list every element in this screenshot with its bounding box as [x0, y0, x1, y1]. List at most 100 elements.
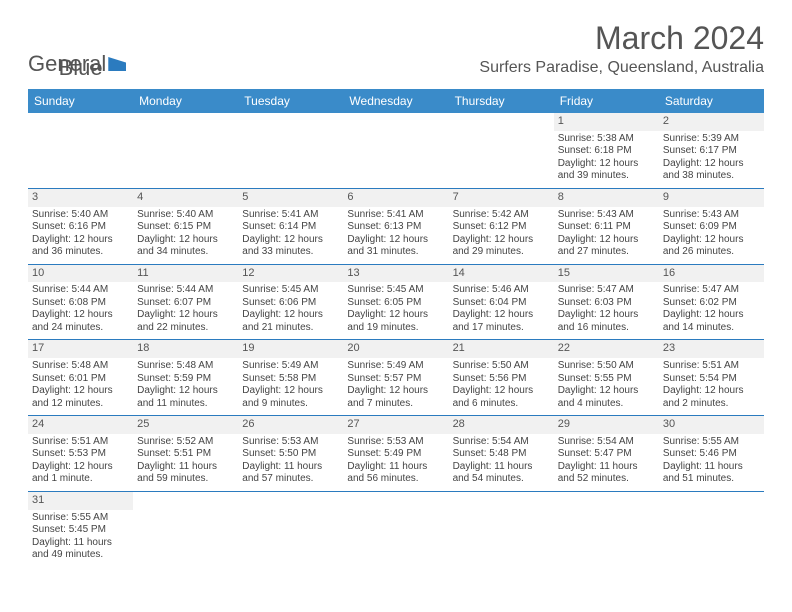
day-cell: 23 Sunrise: 5:51 AMSunset: 5:54 PMDayligh…	[659, 340, 764, 415]
day-number: 20	[343, 340, 448, 358]
day-cell: 14Sunrise: 5:46 AMSunset: 6:04 PMDayligh…	[449, 265, 554, 340]
day-info-line: and 4 minutes.	[558, 398, 655, 411]
day-info-line: Daylight: 12 hours	[32, 461, 129, 474]
day-cell: 22Sunrise: 5:50 AMSunset: 5:55 PMDayligh…	[554, 340, 659, 415]
day-info-line: Sunrise: 5:50 AM	[453, 360, 550, 373]
day-info-line: and 14 minutes.	[663, 322, 760, 335]
day-info-line: Daylight: 12 hours	[663, 385, 760, 398]
day-info-line: Sunset: 6:05 PM	[347, 297, 444, 310]
day-info-line: Sunrise: 5:46 AM	[453, 284, 550, 297]
day-info-line: Sunrise: 5:48 AM	[32, 360, 129, 373]
day-info-line: Sunset: 6:11 PM	[558, 221, 655, 234]
day-info-line: Sunrise: 5:53 AM	[347, 436, 444, 449]
day-info-line: Sunset: 5:46 PM	[663, 448, 760, 461]
day-info-line: Sunrise: 5:55 AM	[663, 436, 760, 449]
day-info-line: Sunrise: 5:38 AM	[558, 133, 655, 146]
day-info-line: Sunset: 5:48 PM	[453, 448, 550, 461]
day-number: 15	[554, 265, 659, 283]
day-number: 25	[133, 416, 238, 434]
day-info-line: Daylight: 12 hours	[32, 385, 129, 398]
day-number: 9	[659, 189, 764, 207]
day-info-line: Sunset: 6:02 PM	[663, 297, 760, 310]
day-number: 28	[449, 416, 554, 434]
day-info-line: Daylight: 11 hours	[663, 461, 760, 474]
day-info-line: and 52 minutes.	[558, 473, 655, 486]
day-info-line: Sunrise: 5:41 AM	[347, 209, 444, 222]
day-number: 11	[133, 265, 238, 283]
day-info-line: Sunset: 5:58 PM	[242, 373, 339, 386]
day-info-line: Sunset: 5:50 PM	[242, 448, 339, 461]
day-info-line: Sunrise: 5:41 AM	[242, 209, 339, 222]
day-info-line: Sunrise: 5:40 AM	[32, 209, 129, 222]
day-info-line: Sunset: 6:16 PM	[32, 221, 129, 234]
day-number: 16	[659, 265, 764, 283]
day-info-line: Daylight: 12 hours	[137, 234, 234, 247]
day-number: 22	[554, 340, 659, 358]
day-info-line: Sunrise: 5:42 AM	[453, 209, 550, 222]
day-info-line: Sunrise: 5:52 AM	[137, 436, 234, 449]
day-info-line: Daylight: 11 hours	[347, 461, 444, 474]
day-info-line: Daylight: 11 hours	[137, 461, 234, 474]
day-info-line: and 39 minutes.	[558, 170, 655, 183]
day-number: 5	[238, 189, 343, 207]
week-row: 1Sunrise: 5:38 AMSunset: 6:18 PMDaylight…	[28, 113, 764, 189]
day-info-line: Sunrise: 5:50 AM	[558, 360, 655, 373]
day-number: 26	[238, 416, 343, 434]
day-cell: 7Sunrise: 5:42 AMSunset: 6:12 PMDaylight…	[449, 189, 554, 264]
month-title: March 2024	[479, 20, 764, 57]
day-info-line: Daylight: 12 hours	[242, 385, 339, 398]
day-info-line: Sunset: 6:14 PM	[242, 221, 339, 234]
day-info-line: Sunset: 5:53 PM	[32, 448, 129, 461]
day-info-line: Sunrise: 5:49 AM	[347, 360, 444, 373]
day-info-line: Sunset: 6:04 PM	[453, 297, 550, 310]
weeks-container: 1Sunrise: 5:38 AMSunset: 6:18 PMDaylight…	[28, 113, 764, 567]
day-info-line: Daylight: 12 hours	[347, 385, 444, 398]
day-cell: 24Sunrise: 5:51 AMSunset: 5:53 PMDayligh…	[28, 416, 133, 491]
empty-cell	[554, 492, 659, 567]
day-info-line: Daylight: 12 hours	[32, 234, 129, 247]
day-info-line: Sunset: 5:51 PM	[137, 448, 234, 461]
day-info-line: Sunset: 6:07 PM	[137, 297, 234, 310]
day-number: 4	[133, 189, 238, 207]
day-info-line: Sunrise: 5:51 AM	[663, 360, 760, 373]
day-number: 17	[28, 340, 133, 358]
day-number: 23	[659, 340, 764, 358]
day-info-line: and 51 minutes.	[663, 473, 760, 486]
day-info-line: and 19 minutes.	[347, 322, 444, 335]
day-info-line: Sunset: 5:59 PM	[137, 373, 234, 386]
empty-cell	[659, 492, 764, 567]
day-info-line: and 2 minutes.	[663, 398, 760, 411]
day-header-row: Sunday Monday Tuesday Wednesday Thursday…	[28, 89, 764, 113]
day-info-line: and 57 minutes.	[242, 473, 339, 486]
day-cell: 13Sunrise: 5:45 AMSunset: 6:05 PMDayligh…	[343, 265, 448, 340]
day-number: 30	[659, 416, 764, 434]
day-number: 19	[238, 340, 343, 358]
day-number: 2	[659, 113, 764, 131]
day-cell: 15Sunrise: 5:47 AMSunset: 6:03 PMDayligh…	[554, 265, 659, 340]
day-info-line: Sunrise: 5:47 AM	[663, 284, 760, 297]
day-info-line: Daylight: 11 hours	[453, 461, 550, 474]
day-info-line: Sunrise: 5:40 AM	[137, 209, 234, 222]
day-info-line: and 26 minutes.	[663, 246, 760, 259]
day-info-line: and 12 minutes.	[32, 398, 129, 411]
day-info-line: Daylight: 12 hours	[558, 385, 655, 398]
day-header-thu: Thursday	[449, 89, 554, 113]
day-info-line: Sunset: 5:54 PM	[663, 373, 760, 386]
day-info-line: and 49 minutes.	[32, 549, 129, 562]
day-number: 1	[554, 113, 659, 131]
day-number: 18	[133, 340, 238, 358]
day-cell: 8Sunrise: 5:43 AMSunset: 6:11 PMDaylight…	[554, 189, 659, 264]
day-cell: 16Sunrise: 5:47 AMSunset: 6:02 PMDayligh…	[659, 265, 764, 340]
day-info-line: Daylight: 12 hours	[137, 309, 234, 322]
day-cell: 19Sunrise: 5:49 AMSunset: 5:58 PMDayligh…	[238, 340, 343, 415]
day-info-line: and 1 minute.	[32, 473, 129, 486]
empty-cell	[133, 492, 238, 567]
day-cell: 6Sunrise: 5:41 AMSunset: 6:13 PMDaylight…	[343, 189, 448, 264]
day-info-line: Daylight: 12 hours	[663, 234, 760, 247]
day-info-line: Sunset: 6:09 PM	[663, 221, 760, 234]
day-info-line: Sunset: 5:49 PM	[347, 448, 444, 461]
day-cell: 28Sunrise: 5:54 AMSunset: 5:48 PMDayligh…	[449, 416, 554, 491]
day-cell: 1Sunrise: 5:38 AMSunset: 6:18 PMDaylight…	[554, 113, 659, 188]
day-info-line: Sunset: 6:06 PM	[242, 297, 339, 310]
day-header-wed: Wednesday	[343, 89, 448, 113]
